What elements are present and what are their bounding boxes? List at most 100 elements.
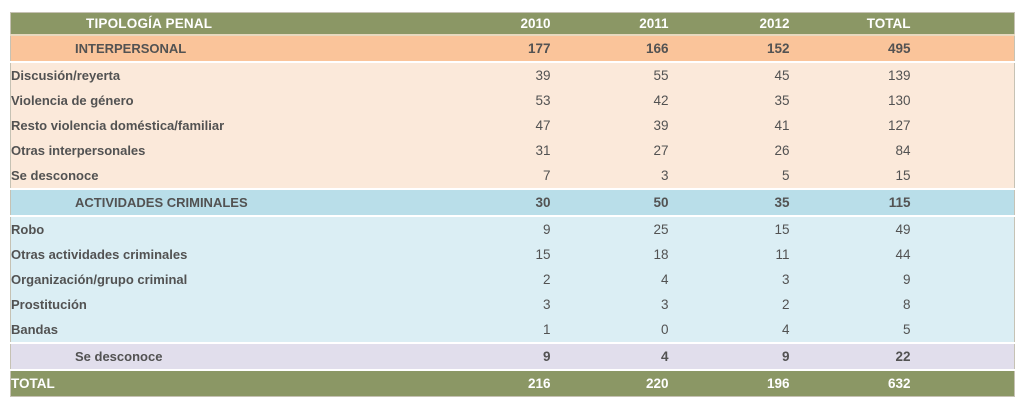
row-value-2010: 53 — [440, 88, 551, 113]
row-value-2010: 30 — [440, 189, 551, 217]
table-row: INTERPERSONAL 177 166 152 495 — [10, 35, 1015, 63]
row-spacer — [910, 113, 1015, 138]
table-row: Otras interpersonales 31 27 26 84 — [10, 138, 1015, 163]
row-value-2010: 15 — [440, 242, 551, 267]
row-value-2010: 31 — [440, 138, 551, 163]
row-value-total: 130 — [789, 88, 911, 113]
row-value-total: 139 — [789, 62, 911, 88]
row-label: Violencia de género — [10, 88, 441, 113]
row-value-2010: 47 — [440, 113, 551, 138]
table-row: Organización/grupo criminal 2 4 3 9 — [10, 267, 1015, 292]
row-value-total: 15 — [789, 163, 911, 190]
row-value-2011: 18 — [550, 242, 669, 267]
column-header-total: TOTAL — [789, 12, 911, 36]
row-value-2012: 11 — [668, 242, 790, 267]
row-value-2011: 3 — [550, 292, 669, 317]
table-row: Otras actividades criminales 15 18 11 44 — [10, 242, 1015, 267]
row-value-2010: 39 — [440, 62, 551, 88]
row-value-2011: 0 — [550, 317, 669, 344]
row-value-2012: 2 — [668, 292, 790, 317]
row-value-total: 9 — [789, 267, 911, 292]
row-value-2010: 216 — [440, 370, 551, 397]
table-row: Violencia de género 53 42 35 130 — [10, 88, 1015, 113]
row-value-total: 49 — [789, 216, 911, 242]
table-row: Se desconoce 9 4 9 22 — [10, 343, 1015, 371]
row-value-2010: 2 — [440, 267, 551, 292]
row-value-total: 44 — [789, 242, 911, 267]
row-spacer — [910, 370, 1015, 397]
row-spacer — [910, 292, 1015, 317]
crime-typology-table: TIPOLOGÍA PENAL 2010 2011 2012 TOTAL INTERPE… — [10, 12, 1015, 397]
row-label: Resto violencia doméstica/familiar — [10, 113, 441, 138]
row-value-2011: 3 — [550, 163, 669, 190]
row-value-2012: 4 — [668, 317, 790, 344]
row-value-2011: 220 — [550, 370, 669, 397]
column-header-2010: 2010 — [440, 12, 551, 36]
table-row: Robo 9 25 15 49 — [10, 216, 1015, 242]
row-value-2011: 4 — [550, 267, 669, 292]
row-value-2010: 9 — [440, 216, 551, 242]
row-value-2011: 4 — [550, 343, 669, 371]
row-value-total: 84 — [789, 138, 911, 163]
row-value-total: 632 — [789, 370, 911, 397]
table-title: TIPOLOGÍA PENAL — [10, 12, 441, 36]
table-row: Bandas 1 0 4 5 — [10, 317, 1015, 344]
row-value-2011: 27 — [550, 138, 669, 163]
row-label: Otras actividades criminales — [10, 242, 441, 267]
table-row: TOTAL 216 220 196 632 — [10, 370, 1015, 397]
row-value-2011: 42 — [550, 88, 669, 113]
row-value-2010: 3 — [440, 292, 551, 317]
row-label: Se desconoce — [10, 163, 441, 190]
table-row: Discusión/reyerta 39 55 45 139 — [10, 62, 1015, 88]
row-label: INTERPERSONAL — [10, 35, 441, 63]
row-label: Bandas — [10, 317, 441, 344]
row-value-total: 22 — [789, 343, 911, 371]
row-value-2011: 166 — [550, 35, 669, 63]
row-label: Prostitución — [10, 292, 441, 317]
row-value-2012: 45 — [668, 62, 790, 88]
row-spacer — [910, 267, 1015, 292]
table-row: Prostitución 3 3 2 8 — [10, 292, 1015, 317]
table-body: INTERPERSONAL 177 166 152 495 Discusión/reyer… — [10, 35, 1015, 397]
row-value-2012: 3 — [668, 267, 790, 292]
row-spacer — [910, 189, 1015, 217]
row-value-2012: 5 — [668, 163, 790, 190]
row-value-total: 115 — [789, 189, 911, 217]
row-label: Otras interpersonales — [10, 138, 441, 163]
row-value-2010: 7 — [440, 163, 551, 190]
row-value-2012: 35 — [668, 88, 790, 113]
row-value-total: 127 — [789, 113, 911, 138]
row-value-2010: 1 — [440, 317, 551, 344]
row-value-2012: 9 — [668, 343, 790, 371]
table-row: Resto violencia doméstica/familiar 47 39 41… — [10, 113, 1015, 138]
row-value-2011: 50 — [550, 189, 669, 217]
row-value-2012: 196 — [668, 370, 790, 397]
row-value-2012: 35 — [668, 189, 790, 217]
row-label: Discusión/reyerta — [10, 62, 441, 88]
row-spacer — [910, 62, 1015, 88]
row-value-2012: 26 — [668, 138, 790, 163]
row-label: Robo — [10, 216, 441, 242]
row-spacer — [910, 317, 1015, 344]
row-label: Se desconoce — [10, 343, 441, 371]
row-spacer — [910, 242, 1015, 267]
table-row: ACTIVIDADES CRIMINALES 30 50 35 115 — [10, 189, 1015, 217]
column-header-2012: 2012 — [668, 12, 790, 36]
row-spacer — [910, 35, 1015, 63]
row-value-2012: 152 — [668, 35, 790, 63]
row-value-2010: 9 — [440, 343, 551, 371]
row-value-2010: 177 — [440, 35, 551, 63]
row-spacer — [910, 138, 1015, 163]
row-spacer — [910, 216, 1015, 242]
header-row: TIPOLOGÍA PENAL 2010 2011 2012 TOTAL — [10, 12, 1015, 36]
row-value-2011: 39 — [550, 113, 669, 138]
row-value-2011: 25 — [550, 216, 669, 242]
column-header-2011: 2011 — [550, 12, 669, 36]
row-value-2012: 41 — [668, 113, 790, 138]
table-header: TIPOLOGÍA PENAL 2010 2011 2012 TOTAL — [10, 12, 1015, 36]
row-spacer — [910, 343, 1015, 371]
row-label: Organización/grupo criminal — [10, 267, 441, 292]
row-value-total: 495 — [789, 35, 911, 63]
row-value-total: 8 — [789, 292, 911, 317]
